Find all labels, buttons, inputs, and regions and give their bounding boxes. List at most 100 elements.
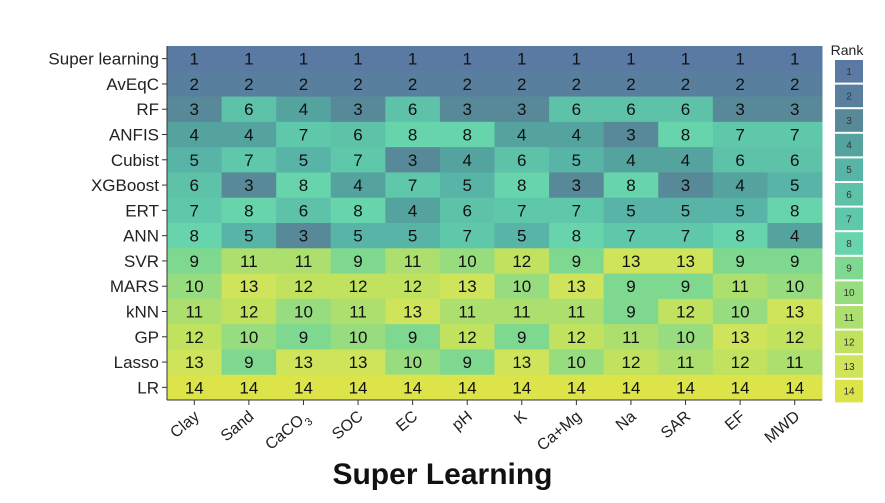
cell-value: 11 xyxy=(185,303,203,322)
heatmap-cell xyxy=(385,273,441,300)
legend-label: 9 xyxy=(846,264,852,275)
heatmap-cell xyxy=(767,349,823,376)
heatmap-cell xyxy=(439,349,495,376)
cell-value: 14 xyxy=(676,378,695,397)
cell-value: 13 xyxy=(294,353,313,372)
cell-value: 4 xyxy=(572,126,581,145)
cell-value: 14 xyxy=(785,378,804,397)
legend-swatch xyxy=(835,355,863,378)
row-label: ERT xyxy=(125,201,159,220)
legend-swatch xyxy=(835,379,863,403)
cell-value: 8 xyxy=(408,126,417,145)
cell-value: 7 xyxy=(462,227,471,246)
row-labels: Super learning AvEqC RF ANFIS Cubist XGBoost E… xyxy=(48,50,167,397)
heatmap-cell xyxy=(276,96,332,123)
legend-label: 1 xyxy=(846,67,852,78)
cell-value: 2 xyxy=(681,75,690,94)
heatmap-cell xyxy=(494,46,550,72)
cell-value: 4 xyxy=(190,126,199,145)
cell-value: 6 xyxy=(299,201,308,220)
column-label: MWD xyxy=(762,408,804,447)
heatmap-cell xyxy=(439,96,495,123)
heatmap-cell xyxy=(221,223,277,249)
heatmap-cell xyxy=(439,248,495,275)
legend-label: 11 xyxy=(844,313,855,324)
cell-value: 11 xyxy=(786,353,804,372)
cell-value: 12 xyxy=(676,303,695,322)
heatmap-cell xyxy=(385,147,441,173)
heatmap-cell xyxy=(712,197,768,224)
cell-value: 12 xyxy=(567,328,586,347)
heatmap-cell xyxy=(221,172,277,199)
cell-value: 1 xyxy=(299,50,308,69)
cell-value: 4 xyxy=(299,100,308,119)
heatmap-cell xyxy=(494,223,550,249)
heatmap-cell xyxy=(712,147,768,173)
cell-value: 6 xyxy=(353,126,362,145)
cell-value: 14 xyxy=(621,378,640,397)
heatmap-cell xyxy=(385,324,441,350)
heatmap-cell xyxy=(330,298,386,325)
heatmap-cell xyxy=(658,172,714,199)
heatmap-cell xyxy=(767,147,823,173)
heatmap-cell xyxy=(276,147,332,173)
heatmap-cell xyxy=(494,374,550,401)
cell-value: 13 xyxy=(239,277,258,296)
heatmap-cell xyxy=(603,349,659,376)
cell-value: 1 xyxy=(408,50,417,69)
heatmap-cell xyxy=(276,248,332,275)
heatmap-cell xyxy=(167,96,223,123)
heatmap-cell xyxy=(221,46,277,72)
legend-swatch xyxy=(835,133,863,157)
row-label: GP xyxy=(134,328,159,347)
heatmap-cell xyxy=(767,46,823,72)
heatmap-cell xyxy=(385,172,441,199)
legend-swatch xyxy=(835,158,863,181)
cell-value: 9 xyxy=(626,277,635,296)
cell-value: 12 xyxy=(512,252,531,271)
heatmap-cell xyxy=(167,248,223,275)
heatmap-cell xyxy=(603,273,659,300)
cell-value: 11 xyxy=(240,252,258,271)
cell-value: 7 xyxy=(681,227,690,246)
heatmap-cell xyxy=(494,147,550,173)
cell-value: 11 xyxy=(349,303,367,322)
column-label: SOC xyxy=(329,408,366,443)
legend-swatch xyxy=(835,330,863,354)
heatmap-cell xyxy=(494,71,550,98)
heatmap-cell xyxy=(603,46,659,72)
heatmap-cell xyxy=(712,71,768,98)
legend-swatch xyxy=(835,84,863,108)
cell-value: 9 xyxy=(190,252,199,271)
heatmap-cell xyxy=(549,46,605,72)
heatmap-cell xyxy=(712,248,768,275)
heatmap-cell xyxy=(167,46,223,72)
cell-value: 5 xyxy=(626,201,635,220)
cell-value: 5 xyxy=(353,227,362,246)
heatmap-cell xyxy=(167,374,223,401)
heatmap-cell xyxy=(767,197,823,224)
cell-value: 10 xyxy=(239,328,258,347)
heatmap-cell xyxy=(767,71,823,98)
heatmap-cell xyxy=(330,197,386,224)
heatmap-cell xyxy=(385,121,441,148)
heatmap-cell xyxy=(330,172,386,199)
heatmap-cell xyxy=(276,374,332,401)
heatmap-cell xyxy=(439,298,495,325)
heatmap-cell xyxy=(767,223,823,249)
cell-value: 11 xyxy=(568,303,586,322)
cell-value: 10 xyxy=(676,328,695,347)
heatmap-cell xyxy=(221,96,277,123)
cell-value: 7 xyxy=(626,227,635,246)
heatmap-cell xyxy=(549,273,605,300)
cell-value: 2 xyxy=(790,75,799,94)
cell-value: 1 xyxy=(790,50,799,69)
legend-swatch xyxy=(835,256,863,280)
cell-value: 9 xyxy=(735,252,744,271)
heatmap-cell xyxy=(603,197,659,224)
chart-caption: Super Learning xyxy=(332,458,553,491)
heatmap-cell xyxy=(330,324,386,350)
cell-value: 12 xyxy=(239,303,258,322)
cell-value: 7 xyxy=(190,201,199,220)
cell-value: 6 xyxy=(790,151,799,170)
